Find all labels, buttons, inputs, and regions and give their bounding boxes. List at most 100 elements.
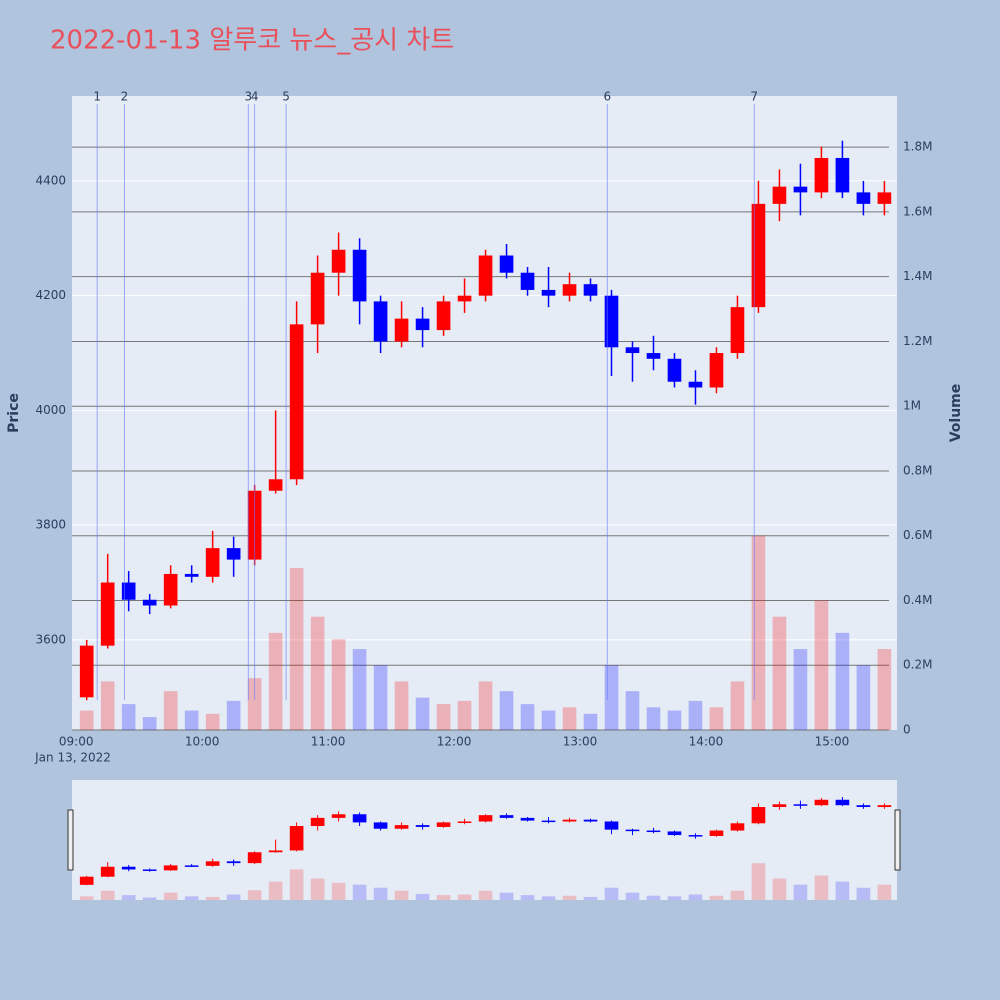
slider-volume-bar bbox=[184, 896, 199, 900]
volume-bar bbox=[415, 697, 430, 730]
candle-body bbox=[625, 347, 640, 354]
range-handle[interactable] bbox=[67, 809, 74, 871]
slider-candle-body bbox=[751, 807, 766, 824]
volume-bar bbox=[520, 704, 535, 730]
candle-body bbox=[478, 255, 493, 296]
slider-candle-body bbox=[394, 825, 409, 829]
volume-bar bbox=[268, 632, 283, 730]
volume-bar bbox=[772, 616, 787, 730]
slider-volume-bar bbox=[79, 896, 94, 900]
slider-candle-body bbox=[457, 821, 472, 823]
x-tick-label: 10:00 bbox=[185, 735, 220, 749]
slider-volume-bar bbox=[415, 893, 430, 900]
volume-bar bbox=[541, 710, 556, 730]
candle-body bbox=[583, 284, 598, 296]
slider-volume-bar bbox=[814, 875, 829, 900]
volume-bar bbox=[856, 665, 871, 730]
slider-volume-bar bbox=[289, 869, 304, 900]
slider-volume-bar bbox=[562, 895, 577, 900]
candle-body bbox=[793, 186, 808, 193]
slider-candle-body bbox=[289, 826, 304, 851]
slider-volume-bar bbox=[352, 884, 367, 900]
range-handle[interactable] bbox=[894, 809, 901, 871]
news-label: 2 bbox=[121, 90, 129, 104]
slider-volume-bar bbox=[583, 896, 598, 900]
y2-tick-label: 0.8M bbox=[903, 463, 932, 477]
candle-body bbox=[121, 582, 136, 600]
news-label: 3 bbox=[245, 90, 253, 104]
volume-bar bbox=[436, 704, 451, 730]
volume-bar bbox=[814, 600, 829, 730]
slider-volume-bar bbox=[394, 890, 409, 900]
y2-tick-label: 0.6M bbox=[903, 528, 932, 542]
slider-volume-bar bbox=[436, 895, 451, 900]
slider-candle-body bbox=[541, 820, 556, 823]
slider-candle-body bbox=[373, 822, 388, 829]
slider-volume-bar bbox=[793, 884, 808, 900]
candle-body bbox=[541, 289, 556, 296]
y-tick-label: 4400 bbox=[35, 173, 66, 187]
slider-candle-body bbox=[499, 815, 514, 818]
slider-candle-body bbox=[352, 814, 367, 823]
volume-bar bbox=[310, 616, 325, 730]
slider-candle-body bbox=[520, 817, 535, 821]
range-slider[interactable] bbox=[72, 780, 897, 900]
candle-body bbox=[772, 186, 787, 204]
slider-volume-bar bbox=[625, 892, 640, 900]
volume-bar bbox=[877, 649, 892, 730]
news-label: 5 bbox=[282, 90, 290, 104]
slider-volume-bar bbox=[142, 897, 157, 900]
volume-bar bbox=[625, 691, 640, 730]
slider-volume-bar bbox=[226, 894, 241, 900]
candle-body bbox=[730, 307, 745, 354]
volume-bar bbox=[604, 665, 619, 730]
slider-candle-body bbox=[163, 865, 178, 871]
candle-body bbox=[205, 548, 220, 577]
volume-bar bbox=[184, 710, 199, 730]
slider-volume-bar bbox=[730, 890, 745, 900]
candle-body bbox=[520, 272, 535, 290]
slider-volume-bar bbox=[709, 895, 724, 900]
volume-bar bbox=[205, 713, 220, 730]
y-tick-label: 4200 bbox=[35, 288, 66, 302]
volume-bar bbox=[478, 681, 493, 730]
slider-volume-bar bbox=[373, 887, 388, 900]
slider-volume-bar bbox=[100, 890, 115, 900]
slider-candle-body bbox=[688, 835, 703, 837]
y2-tick-label: 1.6M bbox=[903, 204, 932, 218]
slider-candle-body bbox=[79, 876, 94, 885]
slider-volume-bar bbox=[520, 895, 535, 900]
candle-body bbox=[226, 548, 241, 560]
candle-body bbox=[373, 301, 388, 342]
candle-body bbox=[562, 284, 577, 296]
slider-candle-body bbox=[730, 823, 745, 831]
candle-body bbox=[436, 301, 451, 331]
news-label: 6 bbox=[603, 90, 611, 104]
volume-bar bbox=[583, 713, 598, 730]
candle-body bbox=[142, 599, 157, 606]
volume-bar bbox=[457, 700, 472, 730]
candle-body bbox=[499, 255, 514, 273]
slider-volume-bar bbox=[541, 896, 556, 900]
candle-body bbox=[394, 318, 409, 342]
volume-bar bbox=[499, 691, 514, 730]
candle-body bbox=[709, 353, 724, 388]
y-axis-title: Price bbox=[6, 393, 22, 433]
x-tick-label: 11:00 bbox=[311, 735, 346, 749]
y2-tick-label: 1.4M bbox=[903, 269, 932, 283]
slider-candle-body bbox=[667, 831, 682, 836]
volume-bar bbox=[730, 681, 745, 730]
volume-bar bbox=[373, 665, 388, 730]
volume-bar bbox=[352, 649, 367, 730]
slider-volume-bar bbox=[163, 892, 178, 900]
volume-bar bbox=[163, 691, 178, 730]
slider-candle-body bbox=[835, 799, 850, 806]
y-tick-label: 3800 bbox=[35, 518, 66, 532]
slider-volume-bar bbox=[121, 895, 136, 900]
volume-bar bbox=[394, 681, 409, 730]
candle-body bbox=[688, 381, 703, 388]
slider-volume-bar bbox=[310, 878, 325, 900]
candle-body bbox=[268, 479, 283, 491]
slider-volume-bar bbox=[268, 881, 283, 900]
